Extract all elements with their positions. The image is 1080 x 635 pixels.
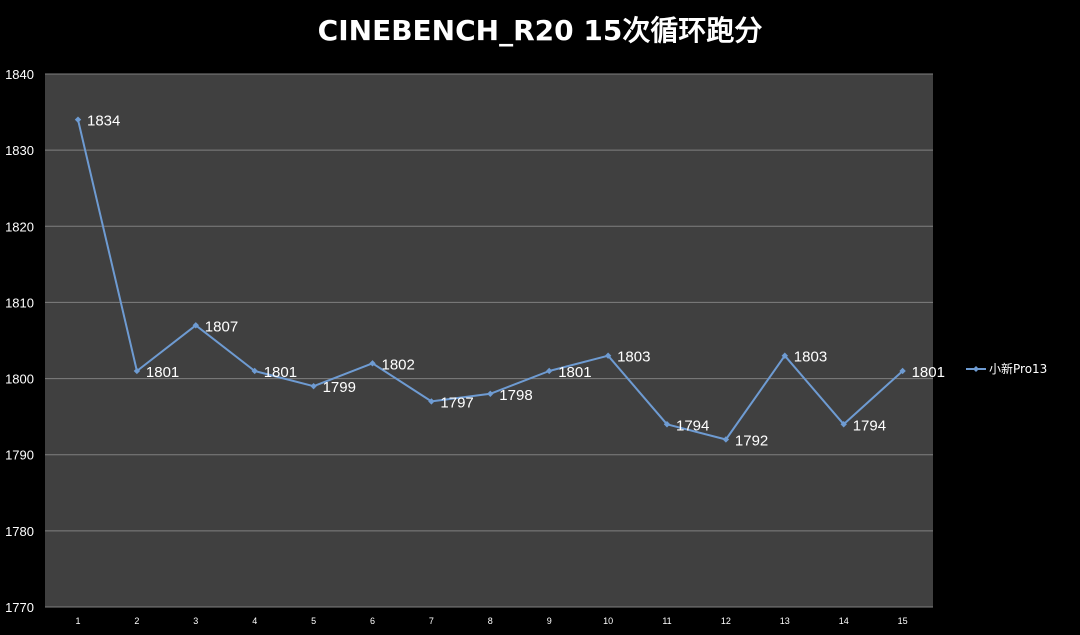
x-tick-label: 7 <box>429 616 434 626</box>
data-point <box>840 421 847 428</box>
legend-entry-label: 小新Pro13 <box>989 361 1047 376</box>
gridlines <box>45 73 933 608</box>
data-label: 1794 <box>853 417 886 434</box>
y-tick-label: 1800 <box>5 372 34 387</box>
x-tick-label: 14 <box>839 616 849 626</box>
data-label: 1802 <box>382 356 415 373</box>
data-label: 1798 <box>499 387 532 404</box>
y-tick-label: 1770 <box>5 600 34 615</box>
y-tick-label: 1810 <box>5 295 34 310</box>
x-tick-label: 9 <box>547 616 552 626</box>
data-point <box>133 367 141 375</box>
data-point <box>310 382 317 390</box>
y-tick-label: 1840 <box>5 67 34 82</box>
x-tick-label: 13 <box>780 616 790 626</box>
data-point <box>899 367 906 375</box>
x-tick-label: 5 <box>311 616 316 626</box>
data-point <box>546 367 553 375</box>
x-tick-label: 2 <box>134 616 139 626</box>
data-point <box>251 367 258 375</box>
data-label: 1801 <box>146 364 179 381</box>
data-label: 1834 <box>87 113 120 130</box>
y-tick-label: 1780 <box>5 524 34 539</box>
y-tick-label: 1830 <box>5 143 34 158</box>
data-label: 1797 <box>440 394 473 411</box>
x-tick-label: 15 <box>898 616 908 626</box>
data-label: 1801 <box>912 364 945 381</box>
data-label: 1807 <box>205 318 238 335</box>
y-axis: 1770 1780 1790 1800 1810 1820 1830 1840 <box>5 67 34 615</box>
legend: 小新Pro13 <box>966 361 1047 376</box>
series-layer <box>74 116 906 443</box>
x-tick-label: 10 <box>603 616 613 626</box>
data-label: 1794 <box>676 417 709 434</box>
data-label: 1803 <box>617 349 650 366</box>
x-tick-label: 12 <box>721 616 731 626</box>
data-labels: 1834 1801 1807 1801 1799 1802 1797 1798 1801 1803… <box>87 113 945 450</box>
data-label: 1792 <box>735 432 768 449</box>
plot-area <box>45 74 933 607</box>
data-label: 1803 <box>794 349 827 366</box>
x-tick-label: 6 <box>370 616 375 626</box>
y-tick-label: 1790 <box>5 448 34 463</box>
data-label: 1801 <box>558 364 591 381</box>
x-tick-label: 1 <box>75 616 80 626</box>
data-point <box>192 322 199 329</box>
data-point <box>487 390 494 397</box>
data-point <box>722 436 730 443</box>
y-tick-label: 1820 <box>5 219 34 234</box>
data-point <box>604 352 612 359</box>
data-label: 1801 <box>264 364 297 381</box>
chart-title: CINEBENCH_R20 15次循环跑分 <box>318 14 763 47</box>
legend-diamond-marker <box>973 366 979 372</box>
x-axis: 1 2 3 4 5 6 7 8 9 10 11 12 13 14 15 <box>75 616 907 626</box>
data-point <box>369 360 376 367</box>
data-label: 1799 <box>323 379 356 396</box>
x-tick-label: 8 <box>488 616 493 626</box>
data-point <box>781 352 788 359</box>
data-point <box>428 398 435 405</box>
data-point <box>74 116 82 123</box>
data-point <box>663 421 671 428</box>
x-tick-label: 3 <box>193 616 198 626</box>
x-tick-label: 11 <box>662 616 671 626</box>
x-tick-label: 4 <box>252 616 257 626</box>
